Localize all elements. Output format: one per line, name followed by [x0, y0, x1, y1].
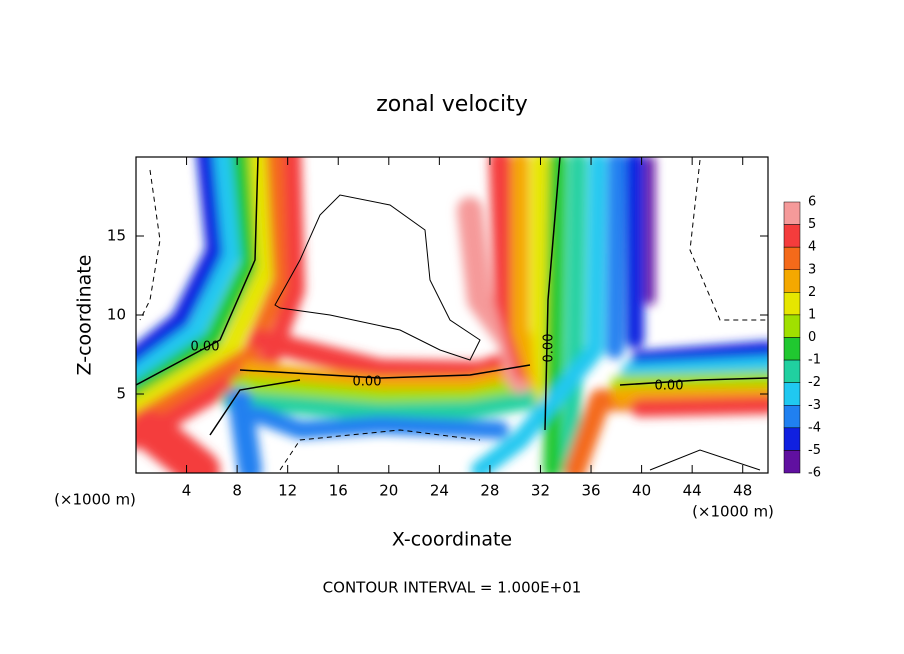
colorbar-swatch: [783, 405, 801, 429]
x-unit-left: (×1000 m): [54, 491, 136, 509]
colorbar-label: 5: [808, 217, 816, 232]
colorbar-label: 6: [808, 195, 816, 210]
y-tick-label: 10: [107, 306, 126, 324]
y-tick-label: 5: [116, 385, 126, 403]
colorbar-label: 1: [808, 307, 816, 322]
colorbar-label: -4: [808, 420, 821, 435]
contour-label: 0.00: [353, 375, 382, 390]
field: [136, 157, 768, 473]
x-tick-label: 24: [430, 482, 449, 500]
x-tick-label: 16: [329, 482, 348, 500]
colorbar-swatch: [783, 427, 801, 451]
colorbar-swatch: [783, 246, 801, 271]
colorbar-swatch: [783, 450, 801, 474]
x-tick-label: 12: [278, 482, 297, 500]
colorbar-swatch: [783, 201, 801, 225]
y-axis-label: Z-coordinate: [74, 255, 96, 376]
colorbar-swatch: [783, 292, 801, 316]
colorbar-label: 3: [808, 262, 816, 277]
x-tick-label: 8: [232, 482, 242, 500]
colorbar-swatch: [783, 314, 801, 338]
colorbar-swatch: [783, 269, 801, 293]
colorbar-label: 0: [808, 330, 816, 345]
x-tick-label: 36: [581, 482, 600, 500]
colorbar-label: 4: [808, 240, 816, 255]
colorbar-label: -3: [808, 398, 821, 413]
x-tick-label: 40: [632, 482, 651, 500]
x-tick-label: 28: [480, 482, 499, 500]
x-tick-label: 32: [531, 482, 550, 500]
contour-label: 0.00: [542, 334, 557, 363]
colorbar-label: -6: [808, 466, 821, 481]
x-tick-label: 48: [733, 482, 752, 500]
x-axis-label: X-coordinate: [392, 529, 512, 551]
colorbar-label: -5: [808, 443, 821, 458]
colorbar-label: 2: [808, 285, 816, 300]
colorbar-swatch: [783, 224, 801, 248]
colorbar-swatch: [783, 382, 801, 406]
contour-label: 0.00: [191, 340, 220, 355]
x-tick-label: 4: [182, 482, 192, 500]
colorbar-swatch: [783, 337, 801, 361]
contour-label: 0.00: [655, 379, 684, 394]
y-tick-label: 15: [107, 227, 126, 245]
chart-title: zonal velocity: [376, 92, 528, 117]
colorbar-label: -2: [808, 375, 821, 390]
x-tick-label: 20: [379, 482, 398, 500]
colorbar-swatch: [783, 359, 801, 383]
x-tick-label: 44: [683, 482, 702, 500]
x-unit-right: (×1000 m): [692, 503, 774, 521]
colorbar-label: -1: [808, 353, 821, 368]
footer: CONTOUR INTERVAL = 1.000E+01: [323, 579, 582, 597]
